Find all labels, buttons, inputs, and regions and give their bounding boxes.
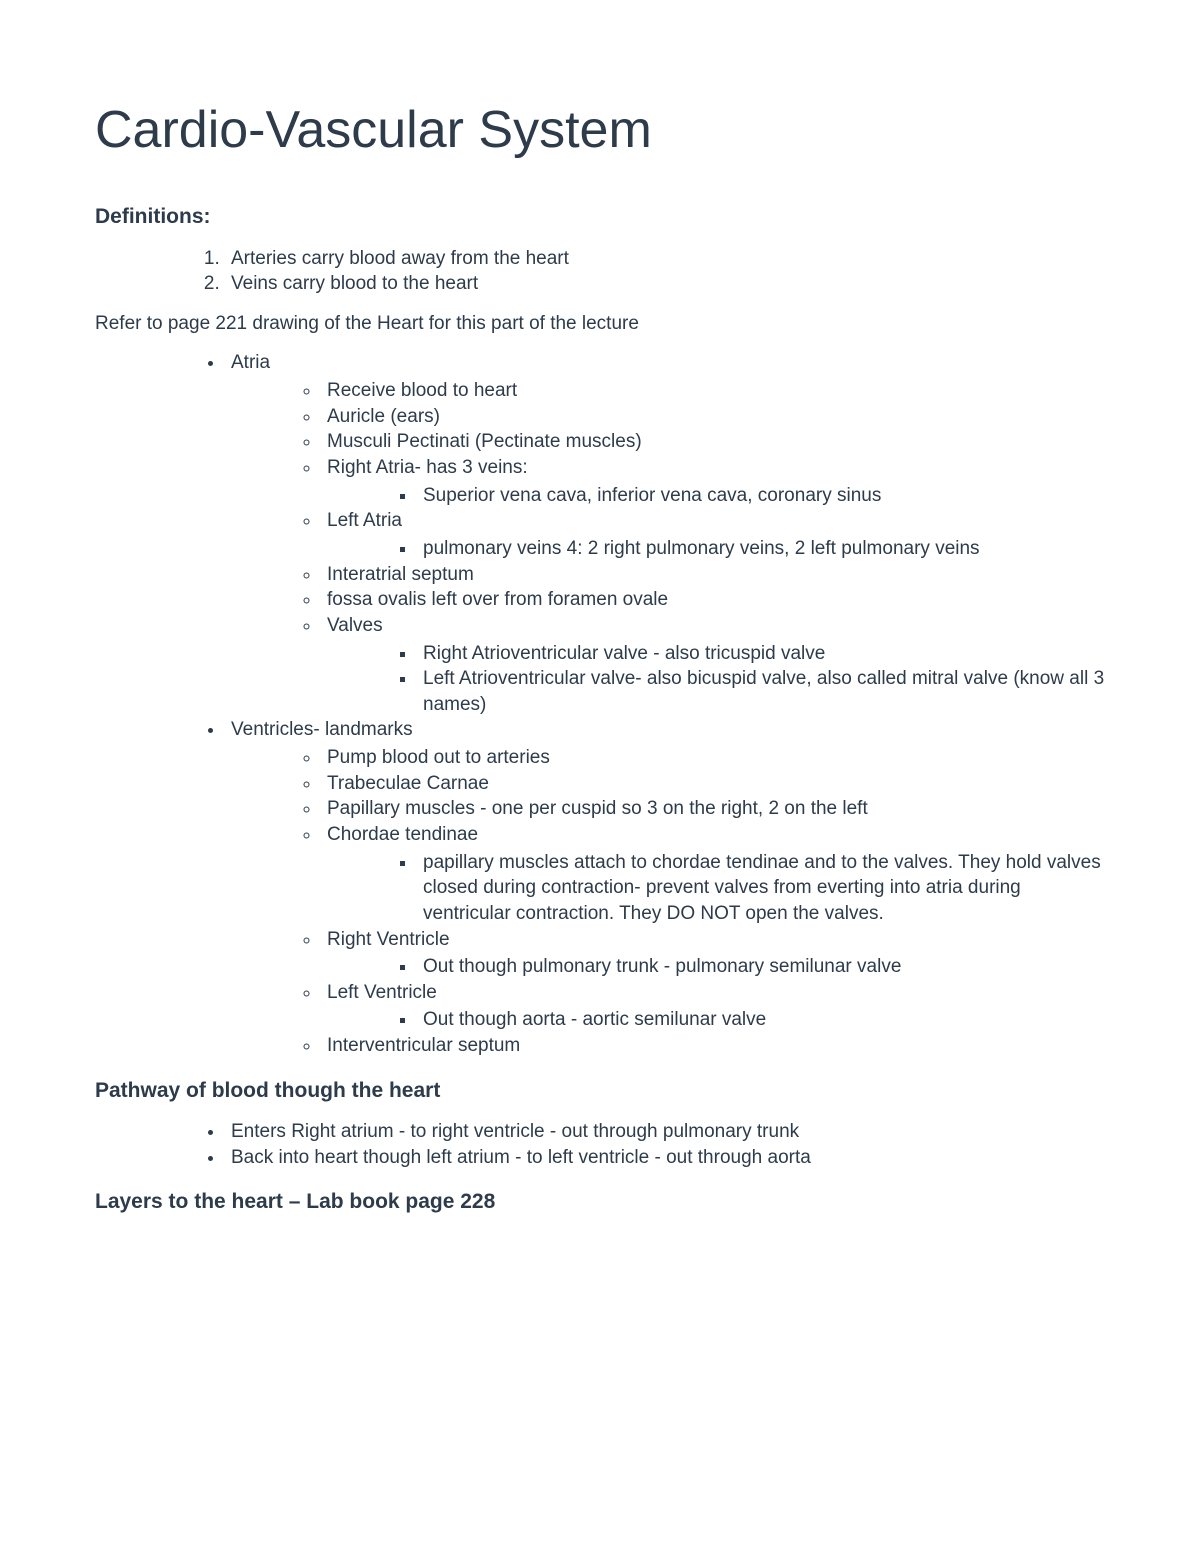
list-item: Interatrial septum <box>321 562 1105 588</box>
list-item: Out though aorta - aortic semilunar valv… <box>417 1007 1105 1033</box>
list-item: Arteries carry blood away from the heart <box>225 246 1105 272</box>
list-item: fossa ovalis left over from foramen oval… <box>321 587 1105 613</box>
chordae-label: Chordae tendinae <box>327 824 478 845</box>
refer-note: Refer to page 221 drawing of the Heart f… <box>95 311 1105 337</box>
list-item: Enters Right atrium - to right ventricle… <box>225 1119 1105 1145</box>
left-ventricle-sublist: Out though aorta - aortic semilunar valv… <box>417 1007 1105 1033</box>
right-ventricle-sublist: Out though pulmonary trunk - pulmonary s… <box>417 954 1105 980</box>
atria-list: Atria Receive blood to heart Auricle (ea… <box>225 350 1105 1058</box>
pathway-list: Enters Right atrium - to right ventricle… <box>225 1119 1105 1170</box>
page-title: Cardio-Vascular System <box>95 95 1105 165</box>
pathway-heading: Pathway of blood though the heart <box>95 1077 1105 1105</box>
list-item: Chordae tendinae papillary muscles attac… <box>321 822 1105 927</box>
left-atria-label: Left Atria <box>327 510 402 531</box>
list-item: pulmonary veins 4: 2 right pulmonary vei… <box>417 536 1105 562</box>
list-item: Veins carry blood to the heart <box>225 271 1105 297</box>
list-item: Atria Receive blood to heart Auricle (ea… <box>225 350 1105 717</box>
list-item: Trabeculae Carnae <box>321 771 1105 797</box>
list-item: Left Atria pulmonary veins 4: 2 right pu… <box>321 508 1105 561</box>
ventricles-sublist: Pump blood out to arteries Trabeculae Ca… <box>321 745 1105 1059</box>
atria-label: Atria <box>231 352 270 373</box>
list-item: Valves Right Atrioventricular valve - al… <box>321 613 1105 718</box>
layers-heading: Layers to the heart – Lab book page 228 <box>95 1188 1105 1216</box>
valves-sublist: Right Atrioventricular valve - also tric… <box>417 641 1105 718</box>
definitions-heading: Definitions: <box>95 203 1105 231</box>
definitions-list: Arteries carry blood away from the heart… <box>225 246 1105 297</box>
list-item: Musculi Pectinati (Pectinate muscles) <box>321 429 1105 455</box>
list-item: Ventricles- landmarks Pump blood out to … <box>225 717 1105 1058</box>
list-item: Interventricular septum <box>321 1033 1105 1059</box>
list-item: Left Atrioventricular valve- also bicusp… <box>417 666 1105 717</box>
right-atria-sublist: Superior vena cava, inferior vena cava, … <box>417 483 1105 509</box>
list-item: Left Ventricle Out though aorta - aortic… <box>321 980 1105 1033</box>
list-item: Right Ventricle Out though pulmonary tru… <box>321 927 1105 980</box>
list-item: Papillary muscles - one per cuspid so 3 … <box>321 796 1105 822</box>
right-atria-label: Right Atria- has 3 veins: <box>327 457 528 478</box>
list-item: Right Atria- has 3 veins: Superior vena … <box>321 455 1105 508</box>
list-item: Right Atrioventricular valve - also tric… <box>417 641 1105 667</box>
left-ventricle-label: Left Ventricle <box>327 982 437 1003</box>
ventricles-label: Ventricles- landmarks <box>231 719 413 740</box>
list-item: Back into heart though left atrium - to … <box>225 1145 1105 1171</box>
atria-sublist: Receive blood to heart Auricle (ears) Mu… <box>321 378 1105 717</box>
list-item: Out though pulmonary trunk - pulmonary s… <box>417 954 1105 980</box>
list-item: Superior vena cava, inferior vena cava, … <box>417 483 1105 509</box>
list-item: papillary muscles attach to chordae tend… <box>417 850 1105 927</box>
list-item: Pump blood out to arteries <box>321 745 1105 771</box>
list-item: Receive blood to heart <box>321 378 1105 404</box>
valves-label: Valves <box>327 615 383 636</box>
left-atria-sublist: pulmonary veins 4: 2 right pulmonary vei… <box>417 536 1105 562</box>
chordae-sublist: papillary muscles attach to chordae tend… <box>417 850 1105 927</box>
right-ventricle-label: Right Ventricle <box>327 929 450 950</box>
list-item: Auricle (ears) <box>321 404 1105 430</box>
